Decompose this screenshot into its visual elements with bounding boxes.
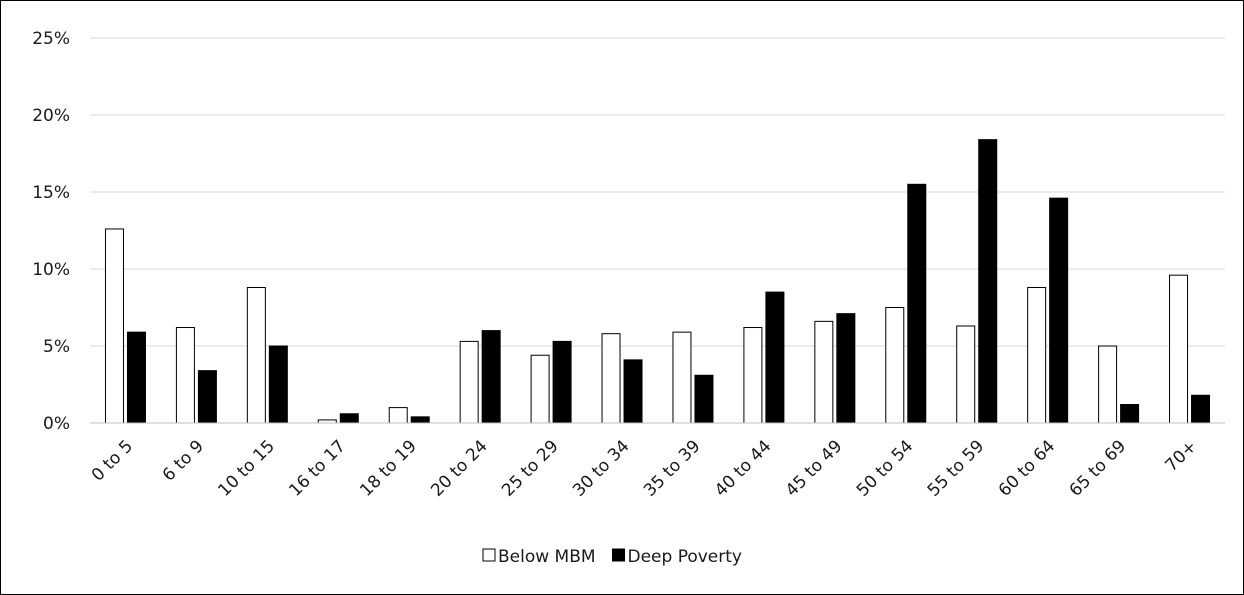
x-tick-label: 70+ (1162, 436, 1202, 476)
x-tick-label: 20 to 24 (427, 436, 491, 500)
bar-below-mbm (672, 331, 692, 424)
x-tick-label: 30 to 34 (569, 436, 633, 500)
x-tick-label: 65 to 69 (1066, 436, 1130, 500)
bar-below-mbm (530, 354, 550, 424)
x-tick-label: 55 to 59 (924, 436, 988, 500)
x-tick-label: 25 to 29 (498, 436, 562, 500)
bar-below-mbm (956, 325, 976, 424)
bar-below-mbm (743, 327, 763, 424)
bar-below-mbm (1027, 286, 1047, 424)
bar-below-mbm (175, 327, 195, 424)
x-tick-label: 18 to 19 (356, 436, 420, 500)
x-tick-label: 35 to 39 (640, 436, 704, 500)
bar-below-mbm (104, 228, 124, 424)
bar-deep-poverty (268, 345, 288, 424)
bar-deep-poverty (765, 291, 785, 424)
bar-deep-poverty (623, 359, 643, 424)
bar-deep-poverty (1120, 404, 1140, 424)
x-tick-label: 6 to 9 (159, 436, 208, 485)
y-tick-label: 10% (32, 260, 70, 280)
bar-deep-poverty (481, 330, 501, 424)
y-tick-label: 0% (43, 414, 70, 434)
y-tick-label: 15% (32, 183, 70, 203)
bar-below-mbm (1169, 274, 1189, 424)
legend-swatch-below-mbm (482, 548, 496, 562)
bar-deep-poverty (907, 183, 927, 424)
bar-deep-poverty (339, 413, 359, 424)
bar-deep-poverty (694, 374, 714, 424)
x-tick-label: 0 to 5 (88, 436, 137, 485)
bar-deep-poverty (1049, 197, 1069, 424)
legend-swatch-deep-poverty (612, 548, 625, 562)
bar-deep-poverty (410, 416, 430, 424)
bar-below-mbm (885, 307, 905, 424)
x-tick-label: 60 to 64 (995, 436, 1059, 500)
bar-below-mbm (388, 407, 408, 424)
bar-deep-poverty (552, 340, 572, 424)
y-tick-label: 20% (32, 106, 70, 126)
x-tick-label: 40 to 44 (711, 436, 775, 500)
bar-deep-poverty (126, 331, 146, 424)
y-axis-tick-labels: 0% 5% 10% 15% 20% 25% (32, 29, 70, 434)
bar-below-mbm (246, 286, 266, 424)
bar-below-mbm (459, 340, 479, 424)
bar-deep-poverty (197, 370, 217, 424)
x-tick-label: 45 to 49 (782, 436, 846, 500)
y-tick-label: 25% (32, 29, 70, 49)
bar-below-mbm (1098, 345, 1118, 424)
bar-deep-poverty (978, 139, 998, 424)
bar-below-mbm (814, 320, 834, 424)
legend-label: Below MBM (498, 547, 596, 567)
x-tick-label: 16 to 17 (285, 436, 349, 500)
bar-deep-poverty (1191, 394, 1211, 424)
x-tick-label: 50 to 54 (853, 436, 917, 500)
y-tick-label: 5% (43, 337, 70, 357)
x-tick-label: 10 to 15 (214, 436, 278, 500)
bars (104, 139, 1211, 424)
legend: Below MBM Deep Poverty (482, 547, 742, 567)
bar-deep-poverty (836, 313, 856, 424)
x-axis-tick-labels: 0 to 5 6 to 9 10 to 15 16 to 17 18 to 19 20 t… (88, 436, 1201, 500)
legend-label: Deep Poverty (628, 547, 742, 567)
bar-below-mbm (601, 333, 621, 424)
